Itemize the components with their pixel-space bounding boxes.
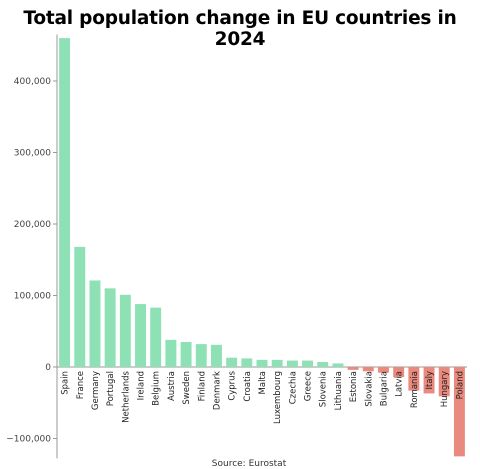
y-tick-label: 100,000 bbox=[14, 292, 51, 302]
bars bbox=[59, 38, 465, 457]
x-tick-label: Bulgaria bbox=[379, 371, 389, 406]
bar-lithuania bbox=[332, 363, 344, 367]
bar-poland bbox=[453, 367, 465, 457]
bar-denmark bbox=[210, 344, 222, 367]
bar-spain bbox=[59, 38, 71, 367]
x-tick-label: Slovenia bbox=[319, 371, 329, 407]
x-tick-label: Estonia bbox=[349, 371, 359, 402]
bar-finland bbox=[195, 344, 207, 367]
x-tick-label: Czechia bbox=[288, 371, 298, 404]
bar-malta bbox=[256, 359, 268, 367]
bar-estonia bbox=[347, 367, 359, 370]
bar-austria bbox=[165, 339, 177, 367]
x-tick-label: Italy bbox=[425, 371, 435, 389]
x-tick-label: Slovakia bbox=[364, 371, 374, 407]
x-tick-label: Romania bbox=[410, 371, 420, 408]
x-tick-label: Poland bbox=[455, 371, 465, 399]
bar-hungary bbox=[438, 367, 450, 397]
bar-slovakia bbox=[362, 367, 374, 372]
bar-cyprus bbox=[226, 357, 238, 367]
x-tick-label: Cyprus bbox=[228, 370, 238, 400]
x-tick-label: Denmark bbox=[212, 371, 222, 410]
chart-title: Total population change in EU countries … bbox=[23, 8, 457, 50]
bar-sweden bbox=[180, 341, 192, 367]
bar-belgium bbox=[150, 307, 162, 367]
bar-portugal bbox=[104, 288, 116, 367]
y-tick-label: 200,000 bbox=[14, 220, 51, 230]
source-note: Source: Eurostat bbox=[212, 459, 287, 469]
y-tick-label: 0 bbox=[45, 363, 51, 373]
x-tick-label: Germany bbox=[91, 371, 101, 410]
x-tick-label: Sweden bbox=[182, 371, 192, 405]
bar-netherlands bbox=[119, 294, 131, 367]
bar-ireland bbox=[135, 304, 146, 367]
y-tick-label: 400,000 bbox=[14, 77, 51, 87]
bar-italy bbox=[423, 367, 435, 394]
bar-romania bbox=[408, 367, 420, 391]
bar-latvia bbox=[393, 367, 405, 378]
x-tick-label: Latvia bbox=[395, 371, 405, 397]
x-tick-label: Luxembourg bbox=[273, 371, 283, 424]
x-tick-label: Portugal bbox=[106, 371, 116, 406]
bar-germany bbox=[89, 280, 101, 367]
bar-bulgaria bbox=[378, 367, 389, 373]
x-tick-label: Malta bbox=[258, 371, 268, 394]
y-tick-label: −100,000 bbox=[6, 435, 51, 445]
x-tick-label: Croatia bbox=[243, 371, 253, 402]
y-tick-label: 300,000 bbox=[14, 149, 51, 159]
bar-greece bbox=[302, 360, 314, 367]
x-tick-label: Netherlands bbox=[121, 370, 131, 422]
x-tick-label: Greece bbox=[304, 371, 314, 401]
x-tick-label: Spain bbox=[61, 371, 71, 395]
x-tick-label: Lithuania bbox=[334, 371, 344, 410]
x-tick-label: Hungary bbox=[440, 371, 450, 407]
x-tick-label: Finland bbox=[197, 371, 207, 401]
x-tick-label: France bbox=[76, 371, 86, 399]
x-axis-labels: Spain France Germany Portugal Netherlands Ire… bbox=[61, 370, 466, 424]
bar-luxembourg bbox=[271, 359, 283, 367]
x-tick-label: Austria bbox=[167, 371, 177, 401]
bar-croatia bbox=[241, 358, 253, 367]
bar-slovenia bbox=[317, 361, 329, 367]
x-tick-label: Belgium bbox=[152, 371, 162, 406]
x-tick-label: Ireland bbox=[137, 371, 147, 400]
bar-czechia bbox=[286, 360, 298, 367]
bar-france bbox=[74, 246, 86, 367]
